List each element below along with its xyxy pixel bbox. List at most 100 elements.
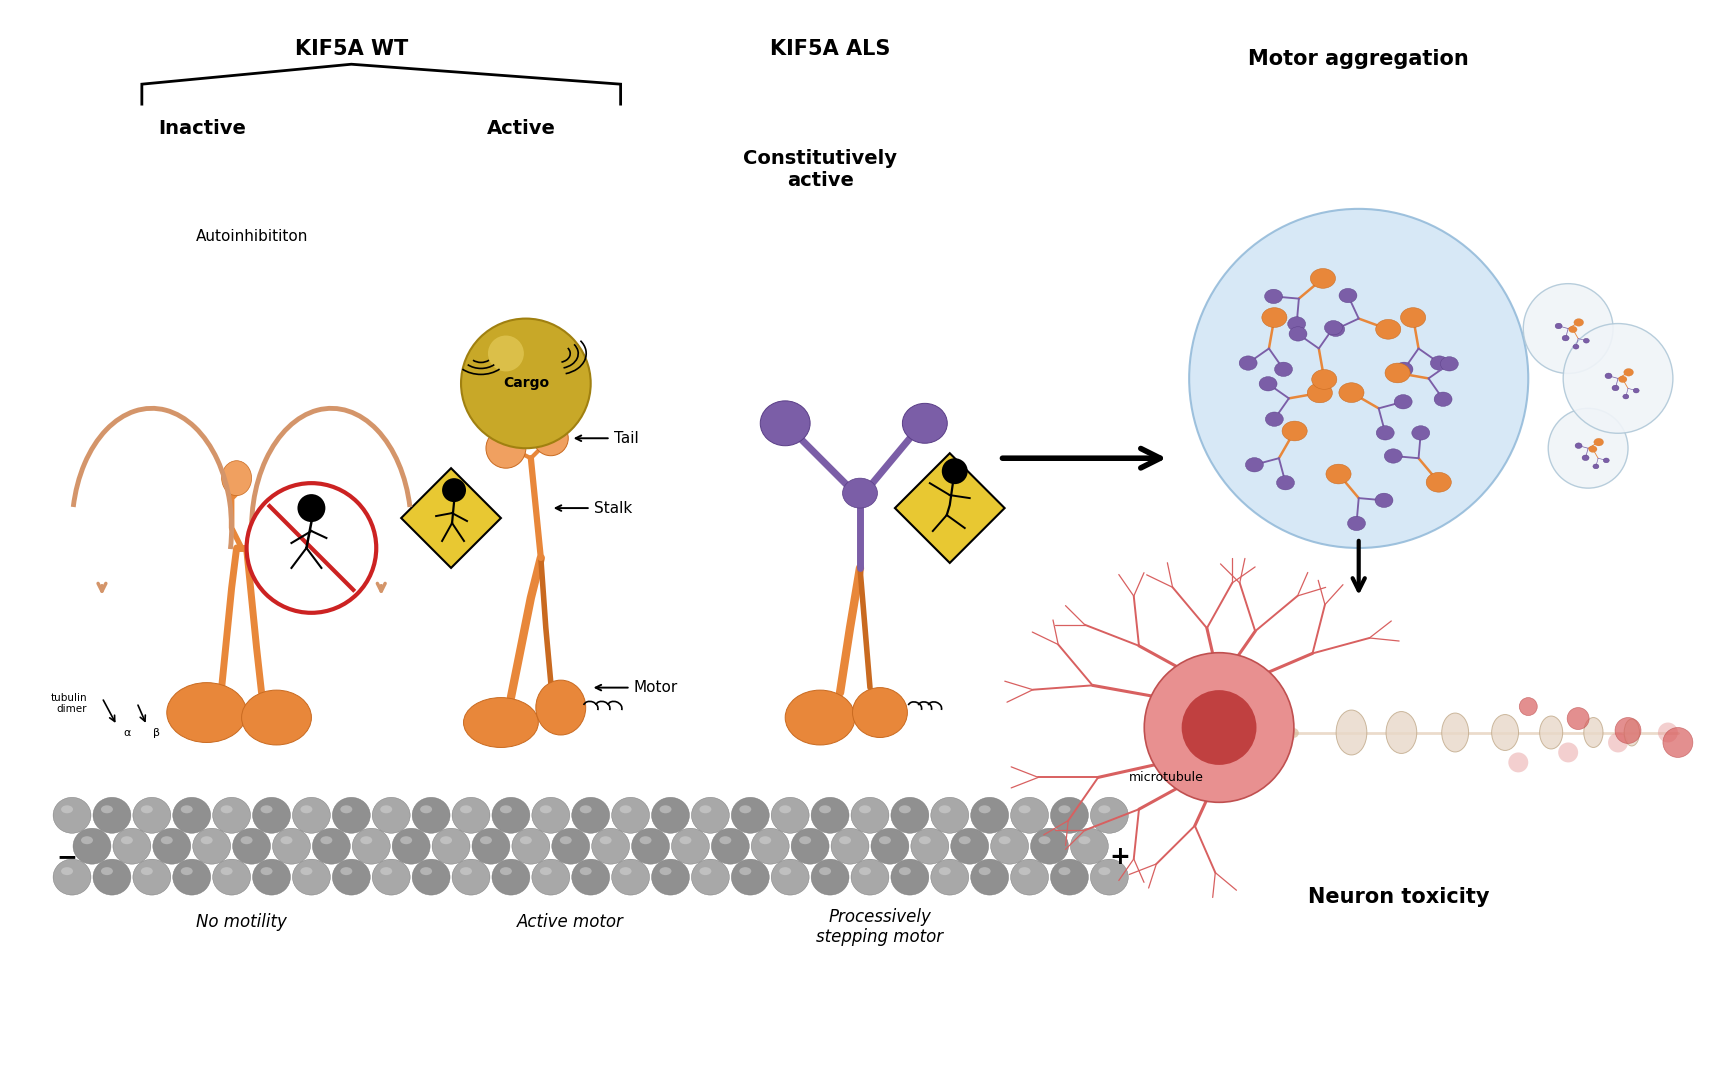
Ellipse shape — [979, 867, 991, 875]
Ellipse shape — [62, 867, 72, 875]
Ellipse shape — [931, 798, 968, 833]
Ellipse shape — [1288, 317, 1305, 331]
Ellipse shape — [652, 859, 690, 895]
Ellipse shape — [853, 688, 908, 737]
Ellipse shape — [918, 837, 931, 844]
Ellipse shape — [253, 859, 291, 895]
Ellipse shape — [332, 859, 370, 895]
Ellipse shape — [1385, 448, 1402, 464]
Circle shape — [1615, 718, 1641, 744]
Ellipse shape — [93, 859, 131, 895]
Ellipse shape — [1624, 369, 1634, 376]
Ellipse shape — [81, 837, 93, 844]
Ellipse shape — [900, 867, 912, 875]
Ellipse shape — [1441, 713, 1469, 752]
Ellipse shape — [858, 867, 870, 875]
Ellipse shape — [501, 805, 513, 813]
Ellipse shape — [1312, 370, 1336, 389]
Ellipse shape — [612, 859, 650, 895]
Text: KIF5A WT: KIF5A WT — [294, 39, 408, 59]
Ellipse shape — [640, 837, 652, 844]
Ellipse shape — [1051, 859, 1089, 895]
Ellipse shape — [452, 798, 490, 833]
Ellipse shape — [559, 837, 571, 844]
Ellipse shape — [1400, 307, 1426, 328]
Ellipse shape — [1276, 475, 1295, 489]
Ellipse shape — [1347, 516, 1366, 530]
Ellipse shape — [740, 867, 752, 875]
Ellipse shape — [540, 805, 552, 813]
Text: Active motor: Active motor — [518, 913, 624, 931]
Ellipse shape — [380, 867, 392, 875]
Ellipse shape — [1281, 421, 1307, 441]
Ellipse shape — [167, 682, 246, 743]
Ellipse shape — [1374, 493, 1393, 508]
Ellipse shape — [659, 805, 671, 813]
Ellipse shape — [213, 859, 251, 895]
Ellipse shape — [53, 798, 91, 833]
Ellipse shape — [759, 837, 771, 844]
Ellipse shape — [771, 859, 808, 895]
Circle shape — [442, 479, 466, 502]
Circle shape — [1548, 409, 1629, 488]
Ellipse shape — [1099, 867, 1111, 875]
Ellipse shape — [700, 805, 712, 813]
Ellipse shape — [740, 805, 752, 813]
Ellipse shape — [571, 859, 609, 895]
Ellipse shape — [392, 828, 430, 865]
Ellipse shape — [1266, 412, 1283, 426]
Ellipse shape — [132, 859, 170, 895]
Ellipse shape — [1011, 859, 1049, 895]
Ellipse shape — [181, 805, 193, 813]
Ellipse shape — [1078, 837, 1090, 844]
Ellipse shape — [1099, 805, 1111, 813]
Ellipse shape — [812, 798, 850, 833]
Ellipse shape — [991, 828, 1029, 865]
Ellipse shape — [679, 837, 691, 844]
Text: −: − — [57, 845, 77, 869]
Ellipse shape — [101, 805, 114, 813]
Ellipse shape — [831, 828, 869, 865]
Ellipse shape — [93, 798, 131, 833]
Ellipse shape — [519, 837, 531, 844]
Ellipse shape — [951, 828, 989, 865]
Text: α: α — [124, 728, 131, 737]
Ellipse shape — [533, 420, 568, 456]
Ellipse shape — [612, 798, 650, 833]
Ellipse shape — [1288, 327, 1307, 341]
Ellipse shape — [1576, 443, 1582, 448]
Ellipse shape — [1634, 388, 1639, 393]
Ellipse shape — [786, 690, 855, 745]
Ellipse shape — [1058, 805, 1070, 813]
Ellipse shape — [72, 828, 110, 865]
Ellipse shape — [413, 859, 451, 895]
Ellipse shape — [1039, 837, 1051, 844]
Circle shape — [246, 483, 377, 612]
Circle shape — [1182, 690, 1257, 765]
Ellipse shape — [619, 805, 631, 813]
Ellipse shape — [1395, 362, 1412, 376]
Text: microtubule: microtubule — [1130, 771, 1204, 784]
Ellipse shape — [260, 805, 272, 813]
Circle shape — [1663, 728, 1692, 758]
Ellipse shape — [1090, 859, 1128, 895]
Text: Autoinhibititon: Autoinhibititon — [196, 229, 308, 244]
Ellipse shape — [513, 828, 550, 865]
Circle shape — [943, 458, 968, 484]
Ellipse shape — [760, 401, 810, 445]
Ellipse shape — [1426, 472, 1452, 493]
Ellipse shape — [779, 805, 791, 813]
Ellipse shape — [440, 837, 452, 844]
Ellipse shape — [870, 828, 908, 865]
Ellipse shape — [1605, 373, 1612, 378]
Ellipse shape — [101, 867, 114, 875]
Ellipse shape — [141, 867, 153, 875]
Ellipse shape — [172, 798, 210, 833]
Ellipse shape — [1593, 464, 1600, 469]
Ellipse shape — [592, 828, 630, 865]
Ellipse shape — [903, 403, 948, 443]
Ellipse shape — [1011, 798, 1049, 833]
Ellipse shape — [301, 867, 313, 875]
Ellipse shape — [1624, 395, 1629, 399]
Text: Active: Active — [487, 119, 556, 138]
